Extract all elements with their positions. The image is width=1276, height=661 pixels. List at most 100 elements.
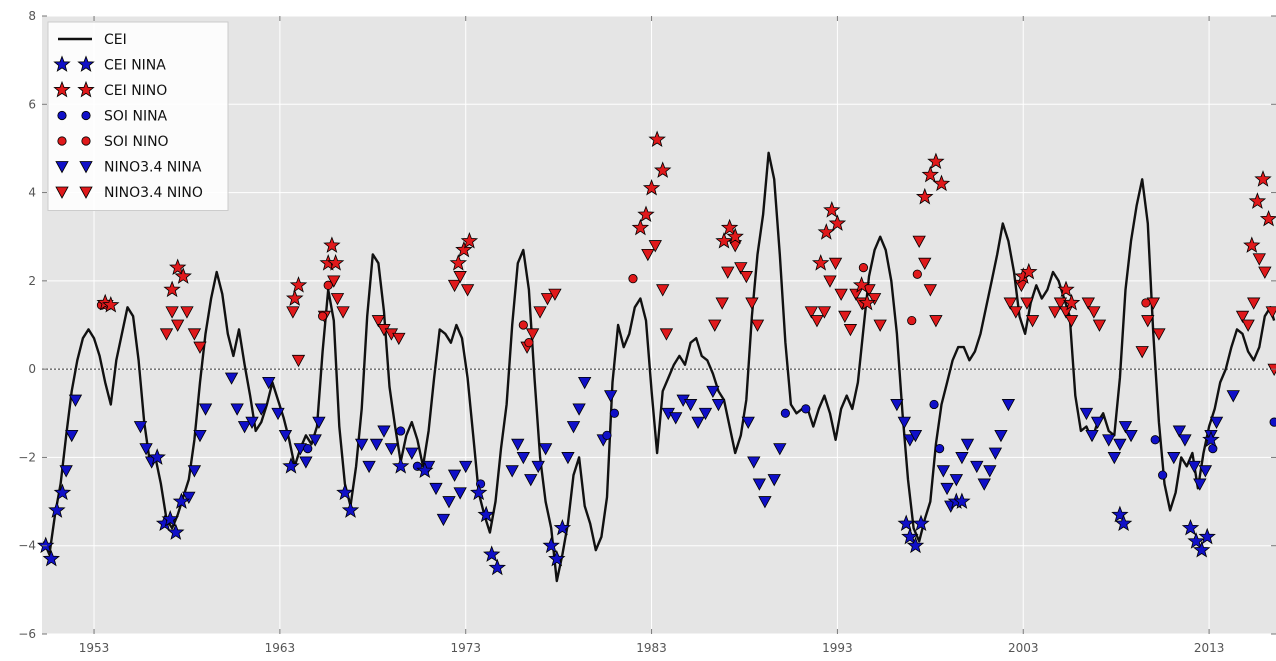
marker-cei-nina [483, 545, 501, 562]
marker-nino3-4-nina [278, 429, 293, 443]
marker-cei-nino [858, 293, 876, 311]
marker-nino3-4-nino [1235, 310, 1250, 324]
marker-nino3-4-nina [903, 434, 917, 447]
marker-cei-nino [1057, 280, 1075, 298]
marker-nino3-4-nino [1141, 315, 1155, 328]
marker-cei-nino [460, 231, 479, 249]
marker-cei-nina [553, 518, 572, 536]
marker-nino3-4-nina [773, 443, 787, 456]
marker-soi-nino [318, 311, 328, 321]
y-tick-label: 0 [28, 362, 36, 376]
marker-nino3-4-nino [834, 288, 848, 301]
legend-swatch-marker [55, 186, 69, 199]
y-tick-label: −6 [18, 627, 36, 641]
marker-cei-nino [654, 161, 672, 178]
marker-cei-nina [470, 483, 488, 501]
legend-swatch-marker [55, 161, 69, 174]
marker-nino3-4-nina [198, 403, 213, 416]
axes: 1953 1963 1973 1983 1993 2003 2013 −6 −4 −2 0 2 4 6 8 [18, 9, 1276, 655]
y-tick-label: 2 [28, 274, 36, 288]
marker-cei-nina [1114, 514, 1133, 532]
x-tick-label: 1953 [79, 641, 110, 655]
marker-nino3-4-nina [683, 399, 698, 412]
marker-nino3-4-nino [641, 248, 655, 262]
legend-swatch-marker [81, 136, 91, 146]
marker-nino3-4-nina [577, 376, 592, 390]
marker-nino3-4-nina [436, 513, 451, 527]
marker-nino3-4-nino [1265, 306, 1276, 319]
marker-nino3-4-nino [180, 306, 194, 319]
marker-nino3-4-nino [838, 310, 852, 324]
marker-cei-nina [1193, 540, 1211, 558]
marker-cei-nino [720, 218, 739, 236]
marker-cei-nina [341, 501, 360, 518]
marker-soi-nina [929, 399, 939, 410]
marker-nino3-4-nino [170, 319, 185, 332]
marker-cei-nina [1198, 527, 1216, 545]
marker-nino3-4-nina [68, 394, 83, 407]
marker-nino3-4-nino [750, 319, 765, 332]
marker-nino3-4-nina [955, 452, 969, 465]
marker-nino3-4-nino [548, 288, 562, 301]
legend-label: SOI NINA [104, 109, 168, 125]
marker-nino3-4-nina [254, 403, 268, 416]
marker-nino3-4-nino [159, 328, 174, 341]
marker-nino3-4-nina [453, 487, 467, 500]
marker-cei-nino [648, 130, 666, 148]
marker-nino3-4-nino [867, 293, 882, 306]
marker-nino3-4-nina [758, 496, 772, 509]
marker-nino3-4-nina [747, 456, 761, 469]
marker-nino3-4-nina [65, 429, 79, 443]
marker-nino3-4-nina [1187, 460, 1201, 474]
marker-nino3-4-nina [182, 491, 196, 504]
marker-nino3-4-nina [897, 416, 911, 429]
marker-cei-nino [289, 276, 308, 293]
marker-nino3-4-nina [262, 376, 276, 390]
marker-nino3-4-nino [1025, 315, 1040, 328]
marker-nino3-4-nina [1079, 407, 1094, 421]
marker-soi-nina [1158, 470, 1168, 480]
marker-nino3-4-nino [371, 315, 386, 328]
marker-soi-nina [801, 404, 811, 414]
marker-nino3-4-nino [525, 328, 540, 341]
marker-cei-nino [1248, 192, 1267, 209]
marker-cei-nino [323, 236, 341, 253]
marker-nino3-4-nina [604, 390, 618, 403]
marker-nino3-4-nino [392, 332, 406, 346]
marker-nino3-4-nina [1090, 416, 1105, 429]
marker-nino3-4-nino [1247, 297, 1261, 310]
marker-cei-nino [163, 280, 181, 298]
marker-cei-nina [548, 549, 566, 567]
marker-cei-nino [1062, 293, 1081, 311]
marker-cei-nina [901, 527, 919, 545]
marker-nino3-4-nina [237, 421, 252, 434]
marker-cei-nina [897, 514, 915, 532]
marker-cei-nino [812, 254, 830, 271]
marker-nino3-4-nino [1092, 319, 1107, 332]
marker-nino3-4-nina [994, 429, 1008, 443]
y-tick-label: −2 [18, 450, 36, 464]
marker-nino3-4-nina [384, 443, 399, 456]
legend-swatch-marker [57, 110, 67, 121]
marker-nino3-4-nina [369, 438, 384, 452]
marker-nino3-4-nina [561, 452, 575, 465]
marker-nino3-4-nina [245, 416, 259, 429]
marker-cei-nino [326, 254, 345, 271]
x-tick-label: 1983 [636, 641, 667, 655]
marker-nino3-4-nina [706, 385, 720, 399]
marker-nino3-4-nina [312, 416, 326, 429]
marker-nino3-4-nina [459, 460, 473, 474]
marker-nino3-4-nino [336, 306, 350, 319]
marker-nino3-4-nina [960, 438, 975, 452]
marker-soi-nina [935, 443, 945, 454]
marker-nino3-4-nina [1124, 429, 1138, 443]
legend-label: CEI NINO [104, 83, 167, 99]
marker-soi-nina [1269, 417, 1276, 427]
marker-nino3-4-nino [1241, 319, 1255, 332]
marker-nino3-4-nina [187, 465, 202, 478]
x-tick-label: 2003 [1008, 641, 1039, 655]
marker-nino3-4-nina [1198, 465, 1213, 478]
marker-nino3-4-nino [659, 328, 674, 341]
marker-nino3-4-nino [1064, 315, 1079, 328]
